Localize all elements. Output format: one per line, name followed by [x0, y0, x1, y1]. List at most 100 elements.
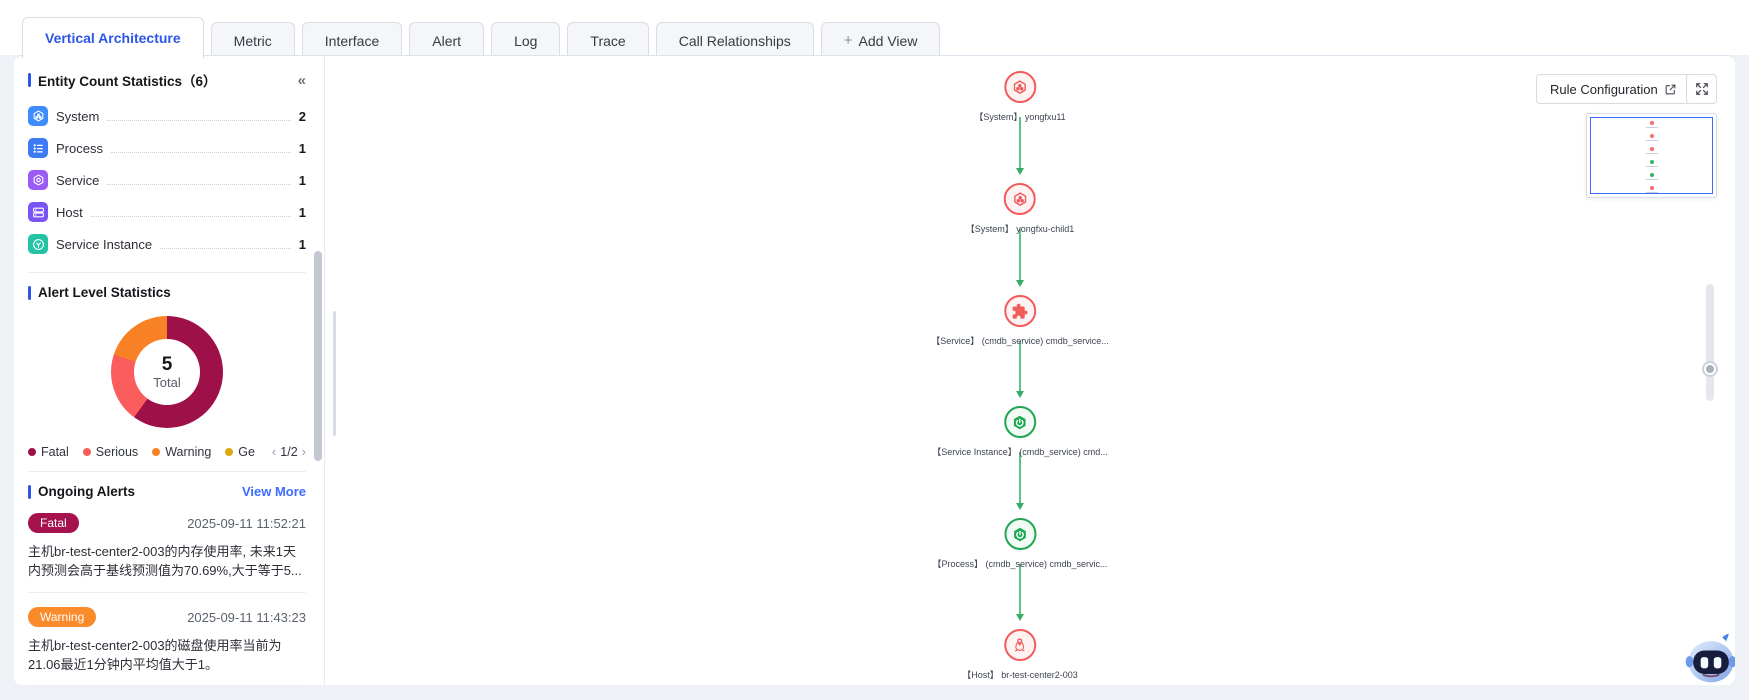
pager-next-icon[interactable]: › [301, 444, 306, 459]
minimap-node [1645, 147, 1658, 154]
tab-metric[interactable]: Metric [210, 22, 295, 59]
zoom-slider-track[interactable] [1706, 284, 1714, 401]
graph-node-host[interactable]: 【Host】 br-test-center2-003 [962, 629, 1078, 681]
edge-instance-to-process [1016, 452, 1024, 510]
graph-node-process[interactable]: 【Process】 (cmdb_service) cmdb_servic... [932, 518, 1108, 570]
alert-donut: 5 Total [111, 316, 223, 428]
sidebar-scrollbar-thumb[interactable] [314, 251, 322, 461]
minimap-node [1645, 134, 1658, 141]
entity-row-service-instance[interactable]: Service Instance 1 [28, 228, 306, 260]
sidebar: Entity Count Statistics（6） « System 2 P [14, 56, 325, 687]
serious-dot-icon [82, 447, 91, 456]
node-label: 【System】 yongfxu-child1 [965, 224, 1075, 234]
fatal-badge: Fatal [28, 513, 79, 533]
tab-vertical-architecture[interactable]: Vertical Architecture [22, 17, 204, 59]
section-accent-bar [28, 484, 31, 499]
ai-assistant-robot-icon[interactable] [1681, 628, 1735, 685]
entity-label: System [56, 108, 100, 124]
power-icon[interactable] [1004, 406, 1036, 438]
tab-interface[interactable]: Interface [301, 22, 403, 59]
legend-general[interactable]: Ge [225, 445, 255, 459]
rule-configuration-button[interactable]: Rule Configuration [1536, 74, 1691, 104]
legend-label: Ge [238, 444, 255, 459]
legend-warning[interactable]: Warning [152, 445, 211, 459]
canvas-scrollbar-thumb[interactable] [333, 311, 336, 436]
service-puzzle-icon[interactable] [1004, 295, 1036, 327]
zoom-slider-handle[interactable] [1702, 361, 1718, 377]
alert-item-warning[interactable]: Warning 2025-09-11 11:43:23 主机br-test-ce… [28, 607, 306, 687]
ongoing-alerts-title: Ongoing Alerts [38, 484, 135, 499]
alert-timestamp: 2025-09-11 11:52:21 [187, 515, 306, 531]
graph-node-system-2[interactable]: 【System】 yongfxu-child1 [965, 183, 1075, 235]
entity-row-host[interactable]: Host 1 [28, 196, 306, 228]
edge-service-to-instance [1016, 341, 1024, 398]
dotted-leader [107, 183, 291, 185]
divider [28, 686, 306, 687]
legend-serious[interactable]: Serious [82, 444, 139, 459]
minimap-viewport[interactable] [1590, 117, 1713, 194]
divider [28, 272, 306, 273]
fullscreen-icon [1695, 83, 1708, 95]
edge-system-to-system [1016, 117, 1024, 175]
alert-legend: Fatal Serious Warning Ge ‹ 1/2 › [28, 444, 306, 459]
minimap-node [1645, 173, 1658, 180]
legend-label: Serious [95, 444, 139, 459]
node-label: 【Service】 (cmdb_service) cmdb_service... [931, 336, 1109, 346]
external-link-icon [1665, 84, 1676, 94]
system-node-icon[interactable] [1003, 183, 1036, 215]
entity-row-system[interactable]: System 2 [28, 100, 306, 132]
tab-label: Alert [432, 32, 462, 49]
dotted-leader [107, 119, 291, 121]
alert-message: 主机br-test-center2-003的磁盘使用率当前为21.06最近1分钟… [28, 638, 282, 672]
donut-center: 5 Total [134, 339, 200, 405]
entity-label: Host [56, 204, 83, 220]
minimap[interactable] [1586, 113, 1717, 198]
entity-count: 1 [298, 140, 306, 156]
fullscreen-button[interactable] [1686, 74, 1717, 104]
architecture-canvas[interactable]: 【System】 yongfxu11 【System】 yongfxu-chil… [325, 56, 1735, 685]
alert-item-fatal[interactable]: Fatal 2025-09-11 11:52:21 主机br-test-cent… [28, 513, 306, 593]
graph-node-system-1[interactable]: 【System】 yongfxu11 [974, 71, 1066, 123]
entity-row-service[interactable]: Service 1 [28, 164, 306, 196]
service-instance-icon [28, 234, 48, 254]
graph-node-service[interactable]: 【Service】 (cmdb_service) cmdb_service... [931, 295, 1109, 347]
divider [28, 592, 306, 593]
entity-count: 1 [298, 236, 306, 252]
pager-prev-icon[interactable]: ‹ [271, 444, 277, 459]
view-more-link[interactable]: View More [241, 484, 306, 499]
alert-level-title: Alert Level Statistics [38, 285, 171, 300]
entity-label: Process [56, 140, 103, 156]
tab-alert[interactable]: Alert [409, 22, 485, 59]
service-icon [28, 170, 48, 190]
add-view-button[interactable]: + Add View [820, 22, 941, 59]
minimap-node [1645, 186, 1658, 193]
tab-trace[interactable]: Trace [567, 22, 649, 59]
system-node-icon[interactable] [1004, 71, 1036, 103]
host-icon [28, 202, 48, 222]
plus-icon: + [843, 32, 853, 49]
legend-fatal[interactable]: Fatal [28, 445, 69, 459]
collapse-sidebar-icon[interactable]: « [297, 71, 306, 89]
pager-page-label: 1/2 [280, 444, 298, 459]
warning-badge: Warning [28, 607, 97, 627]
linux-penguin-icon[interactable] [1003, 629, 1036, 661]
graph-node-service-instance[interactable]: 【Service Instance】 (cmdb_service) cmd... [932, 406, 1108, 458]
legend-pager: ‹ 1/2 › [272, 444, 306, 459]
tab-label: Trace [590, 32, 626, 49]
alert-level-header: Alert Level Statistics [28, 285, 306, 300]
general-dot-icon [225, 447, 234, 456]
tab-label: Vertical Architecture [45, 30, 181, 46]
entity-row-process[interactable]: Process 1 [28, 132, 306, 164]
main-content-card: Entity Count Statistics（6） « System 2 P [14, 55, 1735, 687]
node-label: 【Service Instance】 (cmdb_service) cmd... [932, 447, 1108, 457]
entity-count: 1 [298, 172, 306, 188]
entity-label: Service Instance [56, 236, 153, 252]
tab-call-relationships[interactable]: Call Relationships [655, 22, 814, 59]
dotted-leader [90, 215, 291, 217]
power-icon[interactable] [1003, 518, 1036, 550]
divider [28, 471, 306, 472]
entity-stats-header: Entity Count Statistics（6） « [28, 70, 306, 90]
add-view-label: Add View [858, 32, 918, 49]
tab-log[interactable]: Log [491, 22, 561, 59]
